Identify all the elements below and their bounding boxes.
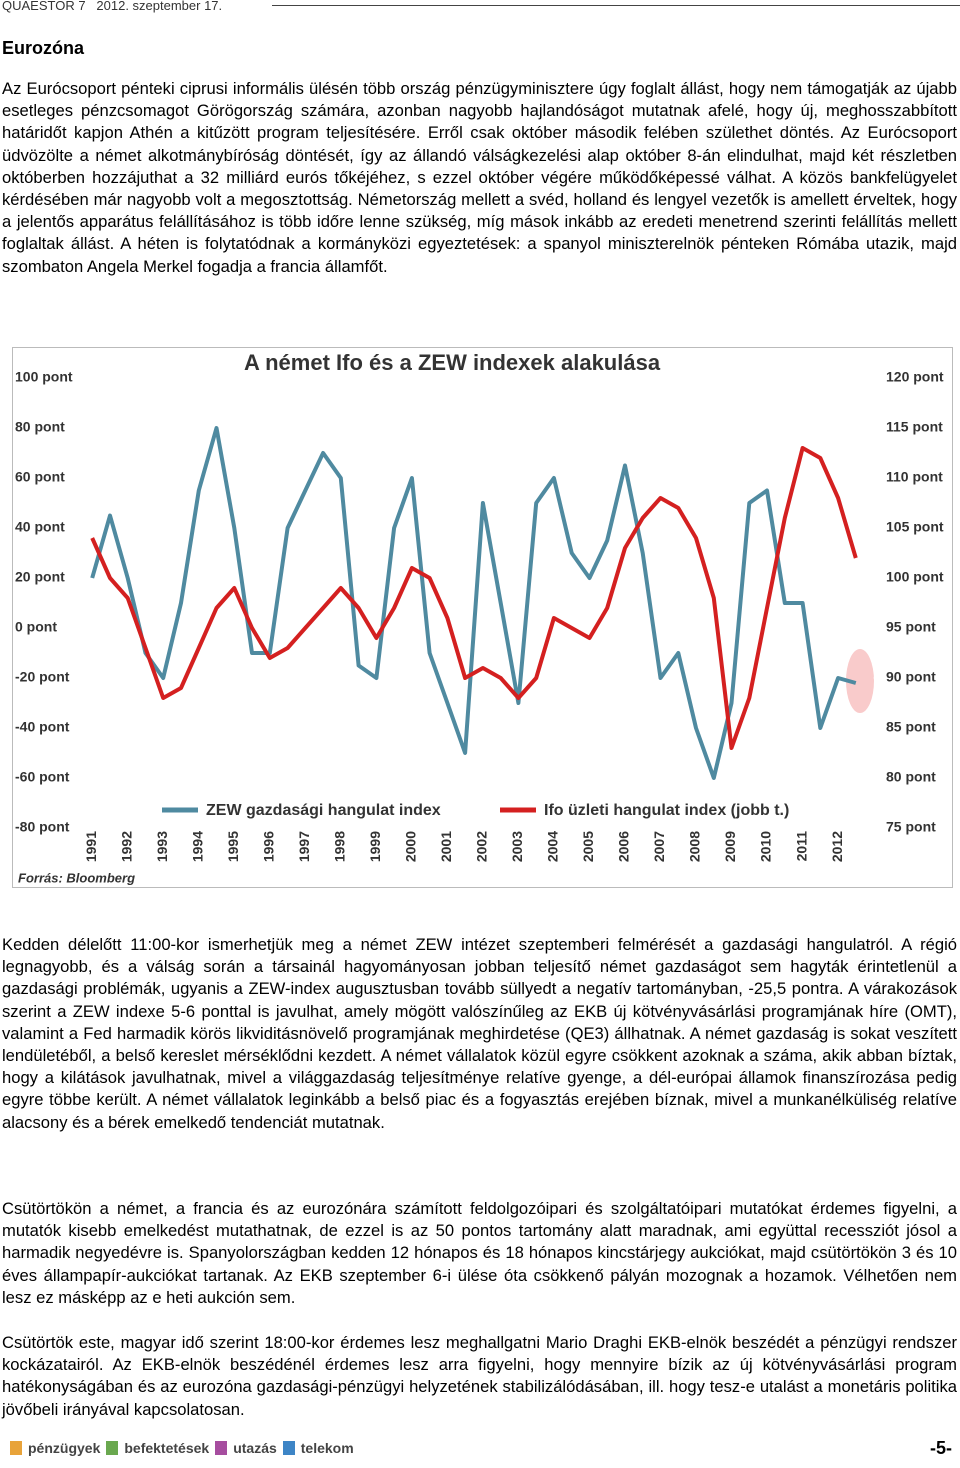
header-left: QUAESTOR 7 (2, 0, 86, 13)
y2-tick-label: 95 pont (886, 619, 936, 635)
x-tick-label: 1993 (154, 831, 170, 862)
x-tick-label: 2006 (616, 831, 632, 862)
y-tick-label: 40 pont (15, 519, 65, 535)
x-tick-label: 1995 (225, 831, 241, 862)
y2-tick-label: 105 pont (886, 519, 944, 535)
chart: A német Ifo és a ZEW indexek alakulása F… (12, 347, 953, 888)
x-tick-label: 2003 (509, 831, 525, 862)
y-tick-label: -60 pont (15, 769, 70, 785)
x-tick-label: 1994 (189, 831, 205, 862)
legend-label: ZEW gazdasági hangulat index (206, 802, 441, 819)
icon (106, 1441, 119, 1455)
x-tick-label: 2001 (438, 831, 454, 862)
x-tick-label: 2011 (793, 831, 809, 862)
x-tick-label: 2010 (758, 831, 774, 862)
y2-tick-label: 120 pont (886, 369, 944, 385)
icon (10, 1441, 22, 1455)
paragraph: Csütörtökön a német, a francia és az eur… (2, 1199, 957, 1307)
x-tick-label: 1997 (296, 831, 312, 862)
header-date: 2012. szeptember 17. (96, 0, 223, 13)
y-tick-label: -40 pont (15, 719, 70, 735)
y-tick-label: 80 pont (15, 419, 65, 435)
x-tick-label: 2004 (545, 831, 561, 862)
x-tick-label: 2009 (722, 831, 738, 862)
x-tick-label: 1998 (332, 831, 348, 862)
footer-link[interactable]: utazás (233, 1440, 277, 1456)
header-rule (272, 5, 960, 6)
paragraph: Az Eurócsoport pénteki ciprusi informáli… (2, 79, 957, 276)
x-tick-label: 1992 (118, 831, 134, 862)
x-tick-label: 2008 (687, 831, 703, 862)
footer-links: pénzügyek befektetések utazás telekom (10, 1436, 354, 1460)
chart-source: Forrás: Bloomberg (18, 870, 135, 885)
y2-tick-label: 90 pont (886, 669, 936, 685)
y-tick-label: 100 pont (15, 369, 73, 385)
legend-label: Ifo üzleti hangulat index (jobb t.) (544, 802, 789, 819)
y2-tick-label: 85 pont (886, 719, 936, 735)
paragraph: Kedden délelőtt 11:00-kor ismerhetjük me… (2, 935, 957, 1132)
y-tick-label: 0 pont (15, 619, 57, 635)
y2-tick-label: 100 pont (886, 569, 944, 585)
y-tick-label: 20 pont (15, 569, 65, 585)
y-tick-label: -80 pont (15, 819, 70, 835)
highlight (846, 649, 874, 713)
x-tick-label: 2000 (403, 831, 419, 862)
y2-tick-label: 80 pont (886, 769, 936, 785)
footer-link[interactable]: telekom (300, 1440, 354, 1456)
section-title: Eurozóna (2, 38, 85, 58)
y-tick-label: 60 pont (15, 469, 65, 485)
footer-link[interactable]: befektetések (124, 1440, 210, 1456)
x-tick-label: 2002 (474, 831, 490, 862)
x-tick-label: 2005 (580, 831, 596, 862)
paragraph: Csütörtök este, magyar idő szerint 18:00… (2, 1333, 957, 1419)
y-tick-label: -20 pont (15, 669, 70, 685)
series-line (90, 446, 858, 750)
header: QUAESTOR 7 2012. szeptember 17. (2, 0, 222, 13)
x-tick-label: 1996 (260, 831, 276, 862)
x-tick-label: 2007 (651, 831, 667, 862)
y2-tick-label: 75 pont (886, 819, 936, 835)
x-tick-label: 1991 (83, 831, 99, 862)
icon (215, 1441, 228, 1455)
chart-frame (12, 347, 953, 888)
y2-tick-label: 115 pont (886, 419, 943, 435)
x-tick-label: 2012 (829, 831, 845, 862)
x-tick-label: 1999 (367, 831, 383, 862)
page-number: -5- (930, 1438, 952, 1458)
y2-tick-label: 110 pont (886, 469, 943, 485)
icon (282, 1441, 295, 1455)
footer-link[interactable]: pénzügyek (28, 1440, 101, 1456)
chart-title: A német Ifo és a ZEW indexek alakulása (244, 350, 661, 375)
